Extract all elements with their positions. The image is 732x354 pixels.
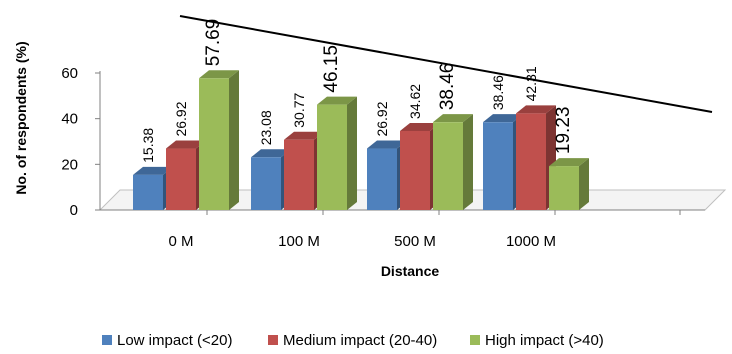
bar-top bbox=[516, 105, 556, 114]
y-tick-label: 40 bbox=[61, 111, 78, 128]
data-label: 57.69 bbox=[203, 19, 224, 67]
bar-side bbox=[579, 158, 589, 210]
bar bbox=[433, 114, 473, 210]
legend-label: High impact (>40) bbox=[485, 332, 604, 349]
bar bbox=[516, 105, 556, 210]
data-label: 46.15 bbox=[321, 45, 342, 93]
trend-line bbox=[179, 15, 713, 113]
data-label: 42.31 bbox=[523, 66, 539, 101]
y-tick-label: 20 bbox=[61, 156, 78, 173]
y-tick-label: 0 bbox=[70, 202, 78, 219]
x-axis-title: Distance bbox=[381, 263, 440, 279]
y-axis-title: No. of respondents (%) bbox=[13, 41, 29, 194]
legend-label: Medium impact (20-40) bbox=[283, 332, 437, 349]
bar-front bbox=[317, 104, 347, 210]
bar bbox=[199, 70, 239, 210]
bar-top bbox=[251, 149, 291, 158]
data-label: 26.92 bbox=[173, 101, 189, 136]
bar-front bbox=[516, 113, 546, 210]
bar-top bbox=[284, 131, 324, 140]
bar-front bbox=[400, 130, 430, 210]
x-axis-categories: 0 M 100 M 500 M 1000 M bbox=[168, 233, 556, 250]
data-label: 19.23 bbox=[553, 107, 574, 155]
bar-side bbox=[347, 96, 357, 210]
bar-side bbox=[463, 114, 473, 210]
legend-label: Low impact (<20) bbox=[117, 332, 232, 349]
data-label: 23.08 bbox=[258, 110, 274, 145]
x-tick-label: 1000 M bbox=[506, 233, 556, 250]
x-tick-label: 0 M bbox=[168, 233, 193, 250]
data-label: 38.46 bbox=[437, 63, 458, 111]
bar-top bbox=[400, 122, 440, 131]
bar-top bbox=[166, 140, 206, 149]
bar-front bbox=[133, 174, 163, 210]
bar-front bbox=[251, 157, 281, 210]
bars-layer bbox=[133, 70, 589, 210]
data-label: 38.46 bbox=[490, 75, 506, 110]
bar-top bbox=[199, 70, 239, 79]
bar-top bbox=[367, 140, 407, 149]
bar-top bbox=[433, 114, 473, 123]
bar-side bbox=[229, 70, 239, 210]
y-tick-label: 60 bbox=[61, 65, 78, 82]
data-label: 34.62 bbox=[407, 84, 423, 119]
bar-front bbox=[433, 122, 463, 210]
legend: Low impact (<20) Medium impact (20-40) Hig… bbox=[102, 332, 604, 349]
bar bbox=[549, 158, 589, 210]
bar bbox=[317, 96, 357, 210]
bar-top bbox=[317, 96, 357, 105]
data-label: 15.38 bbox=[140, 128, 156, 163]
bar-top bbox=[133, 166, 173, 175]
data-label: 30.77 bbox=[291, 92, 307, 127]
bar-front bbox=[367, 148, 397, 210]
legend-swatch bbox=[102, 335, 112, 345]
legend-swatch bbox=[470, 335, 480, 345]
legend-item: Low impact (<20) bbox=[102, 332, 232, 349]
data-labels-layer: 15.38 26.92 57.69 23.08 30.77 46.15 26.92 34.62… bbox=[140, 19, 574, 163]
bar-front bbox=[199, 78, 229, 210]
data-label: 26.92 bbox=[374, 101, 390, 136]
legend-swatch bbox=[268, 335, 278, 345]
x-tick-label: 100 M bbox=[278, 233, 320, 250]
bar-top bbox=[483, 114, 523, 123]
bar-front bbox=[483, 122, 513, 210]
bar-front bbox=[549, 166, 579, 210]
legend-item: Medium impact (20-40) bbox=[268, 332, 437, 349]
x-tick-label: 500 M bbox=[394, 233, 436, 250]
bar-front bbox=[166, 148, 196, 210]
bar-front bbox=[284, 139, 314, 210]
legend-item: High impact (>40) bbox=[470, 332, 604, 349]
bar-top bbox=[549, 158, 589, 167]
y-axis: 0 20 40 60 bbox=[61, 65, 681, 219]
bar bbox=[133, 166, 173, 210]
